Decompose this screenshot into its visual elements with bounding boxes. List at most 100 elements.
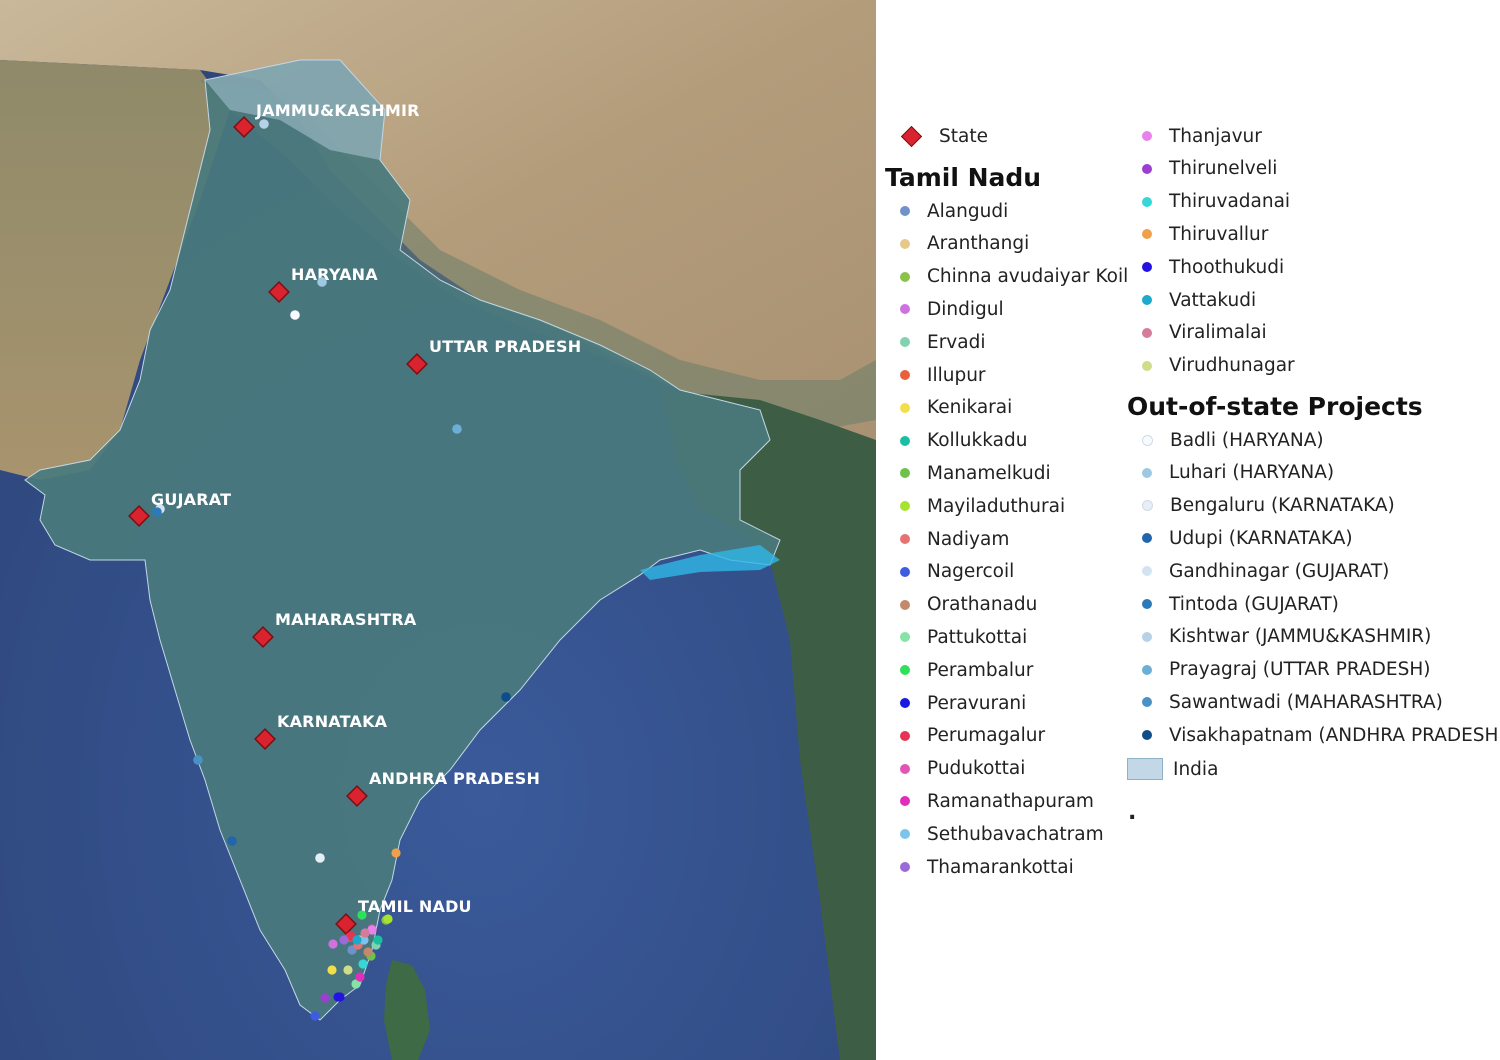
- out-of-state-label: Kishtwar (JAMMU&KASHMIR): [1169, 626, 1432, 648]
- out-of-state-label: Visakhapatnam (ANDHRA PRADESH): [1169, 724, 1500, 746]
- tamil-nadu-dot-icon: [1142, 163, 1152, 174]
- project-dot[interactable]: [310, 1011, 320, 1021]
- out-of-state-item: Sawantwadi (MAHARASHTRA): [1142, 690, 1443, 714]
- project-dot[interactable]: [360, 928, 370, 938]
- out-of-state-dot-icon: [1142, 533, 1152, 544]
- tamil-nadu-dot-icon: [900, 665, 910, 676]
- project-dot[interactable]: [327, 965, 337, 975]
- tamil-nadu-heading: Tamil Nadu: [885, 163, 1042, 192]
- tamil-nadu-item: Alangudi: [900, 199, 1008, 223]
- out-of-state-dot-icon: [1142, 730, 1152, 741]
- project-dot[interactable]: [359, 935, 369, 945]
- tamil-nadu-dot-icon: [900, 763, 910, 774]
- out-of-state-dot-icon: [1142, 697, 1152, 708]
- out-of-state-heading: Out-of-state Projects: [1127, 392, 1423, 421]
- project-dot[interactable]: [227, 836, 237, 846]
- state-marker[interactable]: [268, 281, 290, 303]
- project-dot[interactable]: [352, 935, 362, 945]
- tamil-nadu-label: Thirunelveli: [1169, 158, 1278, 180]
- tamil-nadu-dot-icon: [900, 698, 910, 708]
- project-dot[interactable]: [320, 993, 330, 1003]
- tamil-nadu-item: Vattakudi: [1142, 288, 1256, 312]
- project-dot[interactable]: [339, 935, 349, 945]
- tamil-nadu-item: Dindigul: [900, 297, 1004, 321]
- out-of-state-dot-icon: [1142, 566, 1152, 577]
- out-of-state-item: Kishtwar (JAMMU&KASHMIR): [1142, 625, 1431, 649]
- project-dot[interactable]: [383, 914, 393, 924]
- tamil-nadu-dot-icon: [900, 534, 910, 544]
- project-dot[interactable]: [335, 992, 345, 1002]
- tamil-nadu-label: Vattakudi: [1169, 289, 1257, 311]
- project-dot[interactable]: [152, 507, 162, 517]
- state-marker[interactable]: [335, 913, 357, 935]
- tamil-nadu-label: Nadiyam: [927, 528, 1010, 550]
- state-marker[interactable]: [252, 626, 274, 648]
- tamil-nadu-label: Virudhunagar: [1169, 355, 1295, 377]
- project-dot[interactable]: [351, 979, 361, 989]
- project-dot[interactable]: [357, 910, 367, 920]
- project-dot[interactable]: [367, 925, 377, 935]
- tamil-nadu-label: Ervadi: [927, 331, 986, 353]
- project-dot[interactable]: [315, 853, 325, 863]
- state-marker[interactable]: [346, 785, 368, 807]
- out-of-state-dot-icon: [1142, 599, 1152, 609]
- tamil-nadu-label: Thoothukudi: [1169, 256, 1285, 278]
- tamil-nadu-dot-icon: [900, 796, 910, 807]
- map-view[interactable]: JAMMU&KASHMIR HARYANA UTTAR PRADESH GUJARAT…: [0, 0, 876, 1060]
- tamil-nadu-label: Thiruvadanai: [1169, 191, 1291, 213]
- project-dot[interactable]: [391, 848, 401, 858]
- tamil-nadu-item: Kollukkadu: [900, 429, 1027, 453]
- project-dot[interactable]: [290, 310, 300, 320]
- state-marker[interactable]: [233, 116, 255, 138]
- project-dot[interactable]: [452, 424, 462, 434]
- state-diamond-icon: [900, 125, 923, 147]
- state-label: HARYANA: [291, 265, 378, 284]
- project-dot[interactable]: [343, 965, 353, 975]
- out-of-state-dot-icon: [1142, 434, 1153, 446]
- india-polygon[interactable]: [24, 59, 781, 1021]
- out-of-state-item: Prayagraj (UTTAR PRADESH): [1142, 658, 1430, 682]
- project-dot[interactable]: [193, 755, 203, 765]
- tamil-nadu-dot-icon: [900, 468, 910, 479]
- project-dot[interactable]: [355, 972, 365, 982]
- tamil-nadu-label: Mayiladuthurai: [927, 495, 1066, 517]
- tamil-nadu-item: Nadiyam: [900, 527, 1009, 551]
- out-of-state-label: Luhari (HARYANA): [1169, 462, 1335, 484]
- tamil-nadu-label: Orathanadu: [927, 594, 1038, 616]
- out-of-state-label: Prayagraj (UTTAR PRADESH): [1169, 659, 1431, 681]
- tamil-nadu-dot-icon: [1142, 196, 1152, 207]
- out-of-state-label: Gandhinagar (GUJARAT): [1169, 560, 1390, 582]
- project-dot[interactable]: [373, 935, 383, 945]
- project-dot[interactable]: [501, 692, 511, 702]
- project-dot[interactable]: [317, 277, 327, 287]
- tamil-nadu-label: Ramanathapuram: [927, 790, 1094, 812]
- tamil-nadu-label: Aranthangi: [927, 233, 1030, 255]
- tamil-nadu-dot-icon: [900, 829, 910, 840]
- project-dot[interactable]: [259, 119, 269, 129]
- tamil-nadu-label: Kollukkadu: [927, 430, 1028, 452]
- tamil-nadu-item: Kenikarai: [900, 396, 1012, 420]
- tamil-nadu-item: Illupur: [900, 363, 986, 387]
- tamil-nadu-item: Sethubavachatram: [900, 822, 1104, 846]
- tamil-nadu-item: Peravurani: [900, 691, 1026, 715]
- out-of-state-item: Visakhapatnam (ANDHRA PRADESH): [1142, 723, 1500, 747]
- state-marker[interactable]: [406, 353, 428, 375]
- tamil-nadu-dot-icon: [900, 206, 910, 216]
- tamil-nadu-label: Thanjavur: [1169, 125, 1262, 147]
- tamil-nadu-dot-icon: [1142, 327, 1152, 338]
- state-marker[interactable]: [254, 728, 276, 750]
- tamil-nadu-label: Peravurani: [927, 692, 1027, 714]
- tamil-nadu-dot-icon: [1142, 262, 1152, 273]
- tamil-nadu-dot-icon: [900, 402, 910, 413]
- legend-state-label: State: [939, 125, 988, 147]
- tamil-nadu-item: Orathanadu: [900, 593, 1037, 617]
- western-terrain: [0, 60, 230, 480]
- state-markers: JAMMU&KASHMIR HARYANA UTTAR PRADESH GUJARAT…: [128, 101, 581, 935]
- project-dot[interactable]: [328, 939, 338, 949]
- state-marker[interactable]: [128, 505, 150, 527]
- tamil-nadu-item: Thoothukudi: [1142, 255, 1284, 279]
- project-dot[interactable]: [358, 959, 368, 969]
- project-dot[interactable]: [363, 947, 373, 957]
- tamil-nadu-label: Illupur: [927, 364, 986, 386]
- india-swatch-icon: [1127, 758, 1163, 780]
